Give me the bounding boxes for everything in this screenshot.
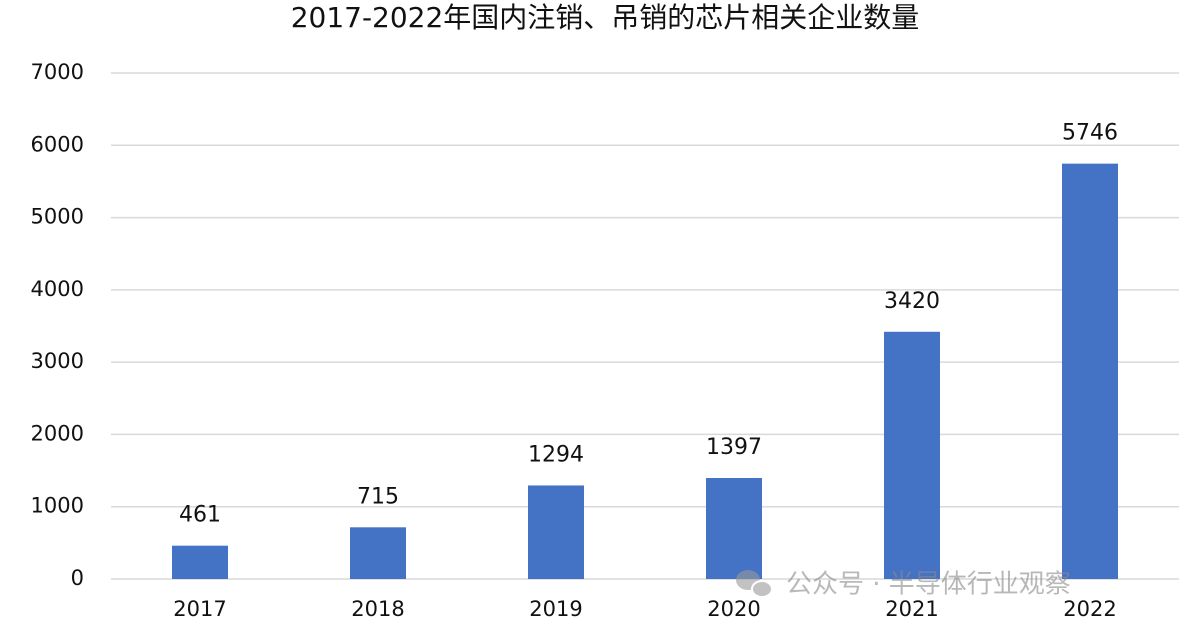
data-label: 3420 — [884, 289, 940, 314]
y-tick-label: 4000 — [31, 277, 84, 301]
watermark: 公众号 · 半导体行业观察 — [736, 570, 1071, 600]
data-label: 1294 — [528, 442, 584, 467]
y-tick-label: 1000 — [31, 494, 84, 518]
y-tick-label: 6000 — [31, 132, 84, 156]
data-label: 5746 — [1062, 121, 1118, 146]
y-tick-label: 7000 — [31, 60, 84, 84]
y-tick-label: 2000 — [31, 421, 84, 445]
bar — [350, 527, 406, 579]
y-tick-label: 0 — [71, 566, 84, 590]
chart-title: 2017-2022年国内注销、吊销的芯片相关企业数量 — [291, 1, 920, 34]
y-tick-label: 5000 — [31, 205, 84, 229]
x-tick-label: 2019 — [529, 597, 582, 621]
x-tick-label: 2020 — [707, 597, 760, 621]
data-label: 1397 — [706, 435, 762, 460]
y-tick-label: 3000 — [31, 349, 84, 373]
bar — [884, 331, 940, 579]
x-tick-label: 2018 — [351, 597, 404, 621]
x-tick-label: 2022 — [1063, 597, 1116, 621]
watermark-text: 公众号 · 半导体行业观察 — [786, 570, 1071, 600]
x-tick-label: 2017 — [173, 597, 226, 621]
plot-area: 0 1000 2000 3000 4000 5000 6000 7000 2017 461 2018… — [31, 60, 1179, 621]
watermark-icon — [751, 580, 773, 598]
x-tick-label: 2021 — [885, 597, 938, 621]
bar — [1062, 163, 1118, 579]
bar — [172, 545, 228, 579]
bar — [528, 485, 584, 579]
data-label: 461 — [179, 503, 221, 528]
data-label: 715 — [357, 484, 399, 509]
bar — [706, 478, 762, 579]
